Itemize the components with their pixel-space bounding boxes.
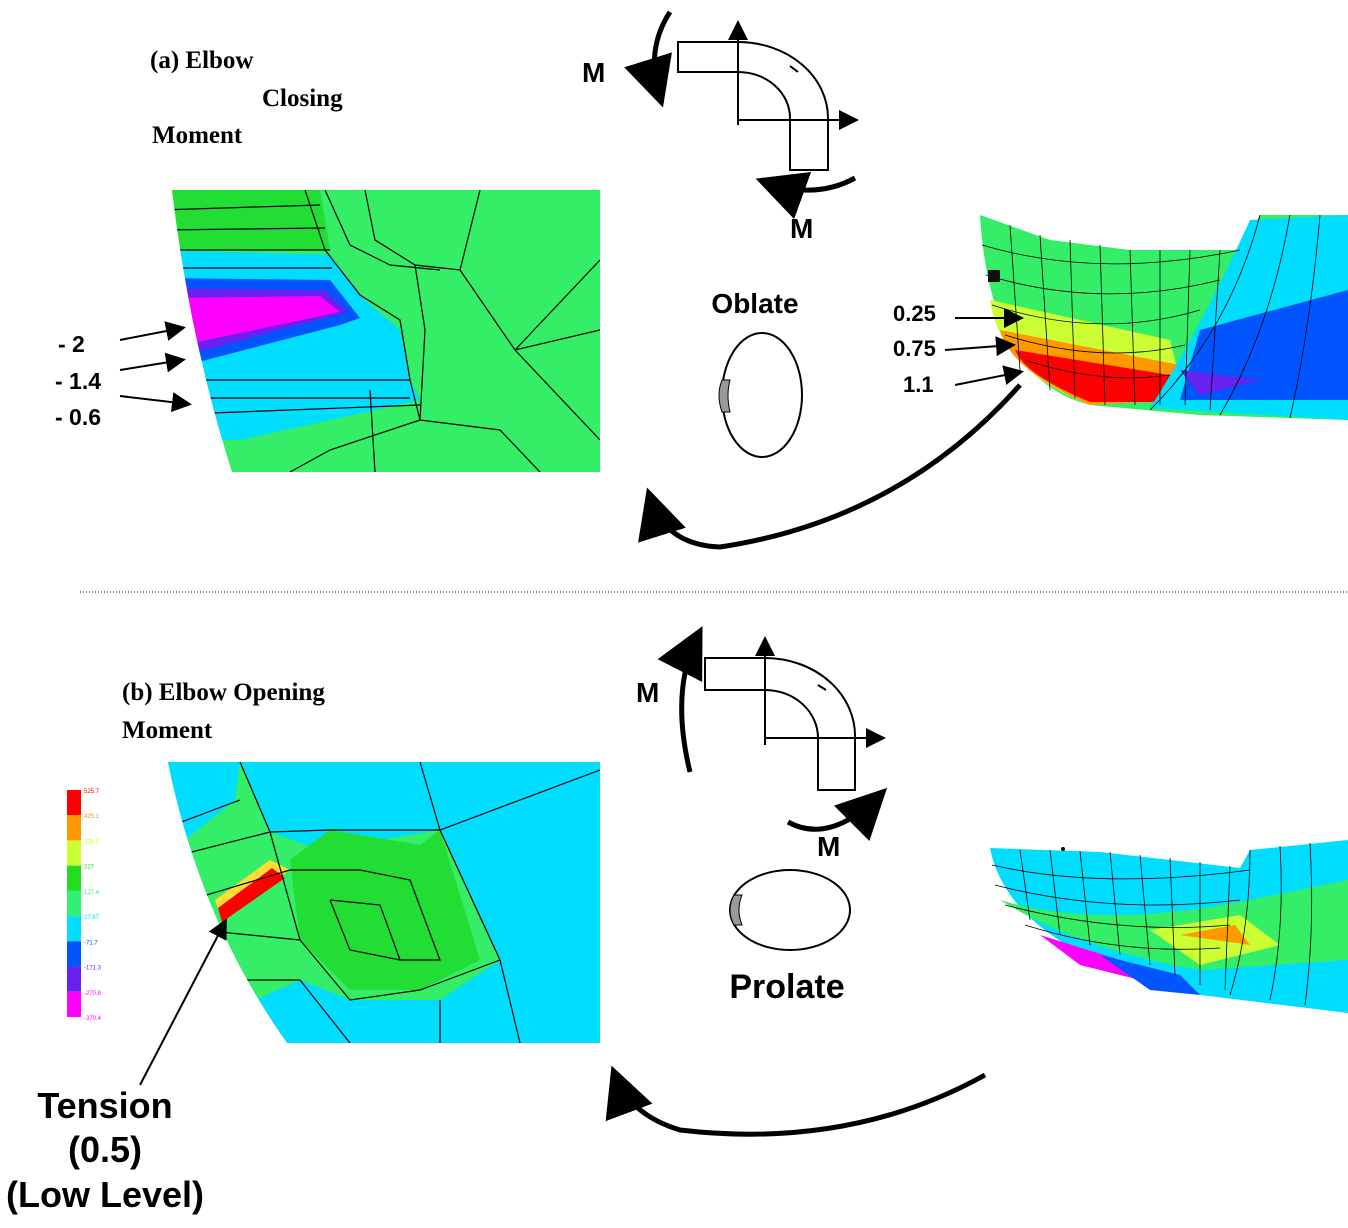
annotation-line: (0.5) <box>68 1129 142 1170</box>
legend-swatch <box>67 941 81 966</box>
crack-mark <box>988 270 1000 282</box>
pipe-mark <box>790 66 798 72</box>
legend-swatch <box>67 916 81 941</box>
panel-title: Moment <box>122 717 213 744</box>
moment-arrow <box>788 795 880 829</box>
legend-label: -270.8 <box>84 991 102 997</box>
arrow <box>120 328 182 340</box>
moment-arrow <box>654 12 670 98</box>
figure: (a) Elbow Closing Moment - 2 - 1.4 - 0.6… <box>0 0 1348 1228</box>
elbow-diagram <box>682 635 882 829</box>
moment-label: M <box>636 677 659 708</box>
legend-swatch <box>67 790 81 815</box>
curved-arrow <box>615 1075 985 1134</box>
pipe <box>678 42 738 72</box>
cross-section <box>722 333 802 457</box>
panel-title: Moment <box>152 122 243 149</box>
contour-label: - 2 <box>58 331 85 357</box>
moment-label: M <box>817 831 840 862</box>
legend-label: -370.4 <box>84 1016 102 1022</box>
legend-swatch <box>67 840 81 865</box>
arrow <box>945 345 1012 350</box>
arrow <box>955 372 1020 385</box>
contour-label: - 0.6 <box>55 404 101 430</box>
shell-label: 1.1 <box>903 372 934 397</box>
legend-label: 27.87 <box>84 915 100 921</box>
annotation-line: Tension <box>37 1085 172 1126</box>
contour-band <box>160 190 330 250</box>
pipe-mark <box>818 685 826 690</box>
moment-label: M <box>582 57 605 88</box>
shape-label: Prolate <box>729 968 844 1006</box>
legend-swatch <box>67 866 81 891</box>
legend-label: 227 <box>84 865 95 871</box>
arrow <box>140 922 225 1085</box>
legend: 525.7 425.1 326.5 227 127.4 27.87 -71.7 -171.3 -… <box>67 789 102 1022</box>
contour-plot <box>160 762 600 1043</box>
shell-label: 0.75 <box>893 336 936 361</box>
cross-section <box>730 870 850 950</box>
shell-plot <box>980 215 1348 420</box>
shell-plot <box>990 840 1348 1013</box>
contour-label: - 1.4 <box>55 368 101 394</box>
legend-label: 127.4 <box>84 890 100 896</box>
arrows <box>120 328 188 404</box>
dot <box>1061 847 1065 851</box>
annotation: Tension (0.5) (Low Level) <box>6 1085 204 1215</box>
legend-label: -71.7 <box>84 940 98 946</box>
legend-label: 326.5 <box>84 839 100 845</box>
pipe <box>765 658 855 790</box>
labels: 0.25 0.75 1.1 <box>893 301 936 397</box>
contour-plot <box>160 190 600 472</box>
moment-arrow <box>682 635 698 772</box>
moment-label: M <box>790 213 813 244</box>
legend-label: 525.7 <box>84 789 100 795</box>
panel-title: (b) Elbow Opening <box>122 679 325 706</box>
labels: - 2 - 1.4 - 0.6 <box>55 331 101 430</box>
panel-title: Closing <box>262 85 343 112</box>
legend-swatch <box>67 815 81 840</box>
legend-swatch <box>67 992 81 1017</box>
legend-swatch <box>67 891 81 916</box>
legend-swatch <box>67 967 81 992</box>
arrow <box>120 360 182 370</box>
shell-label: 0.25 <box>893 301 936 326</box>
panel-title: (a) Elbow <box>150 47 253 74</box>
annotation-line: (Low Level) <box>6 1174 204 1215</box>
pipe <box>738 42 828 170</box>
moment-arrow <box>765 178 855 190</box>
legend-label: -171.3 <box>84 966 102 972</box>
elbow-diagram <box>654 12 855 190</box>
shape-label: Oblate <box>711 288 798 319</box>
crack <box>719 380 730 412</box>
pipe <box>705 658 765 690</box>
arrow <box>120 396 188 404</box>
curved-arrow <box>650 385 1020 547</box>
legend-label: 425.1 <box>84 814 100 820</box>
